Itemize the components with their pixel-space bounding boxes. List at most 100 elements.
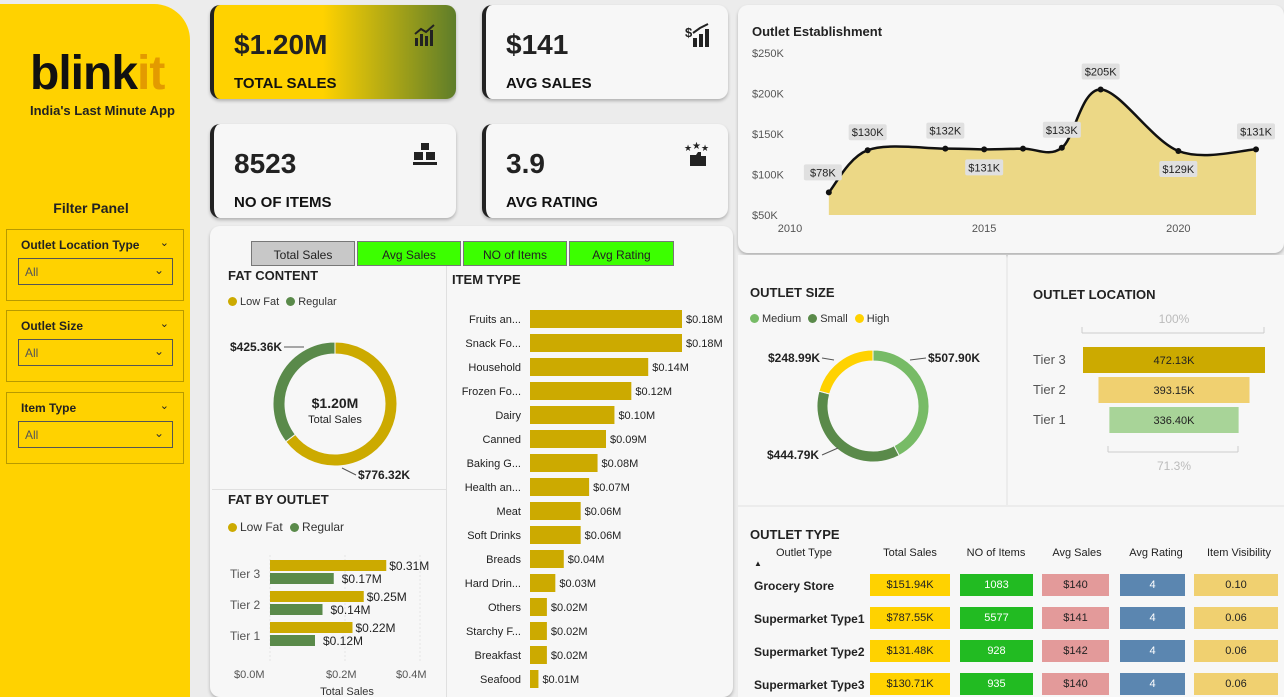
data-point[interactable] bbox=[1253, 146, 1259, 153]
tab-avg-sales[interactable]: Avg Sales bbox=[357, 241, 461, 266]
data-point[interactable] bbox=[942, 145, 949, 152]
outlet-location-select[interactable]: All ⌄ bbox=[18, 258, 173, 285]
table-cell-items: 928 bbox=[960, 640, 1033, 662]
table-cell-total-sales: $787.55K bbox=[870, 607, 950, 629]
item-type-bar[interactable] bbox=[530, 574, 556, 592]
funnel-bar[interactable] bbox=[1098, 377, 1250, 403]
sort-arrow-icon[interactable]: ▲ bbox=[754, 559, 762, 568]
item-type-bar[interactable] bbox=[530, 622, 547, 640]
outlet-type-name: Supermarket Type3 bbox=[754, 678, 865, 692]
column-header[interactable]: Item Visibility bbox=[1207, 547, 1271, 559]
item-type-bar[interactable] bbox=[530, 550, 564, 568]
data-point[interactable] bbox=[981, 146, 988, 153]
data-point[interactable] bbox=[1097, 86, 1104, 93]
item-type-bar[interactable] bbox=[530, 646, 547, 664]
low-fat-bar[interactable] bbox=[270, 560, 387, 571]
chevron-down-icon[interactable]: ⌄ bbox=[159, 237, 169, 249]
item-type-bar[interactable] bbox=[530, 406, 615, 424]
item-type-bar[interactable] bbox=[530, 334, 682, 352]
item-type-bar[interactable] bbox=[530, 502, 581, 520]
table-row[interactable]: Supermarket Type2 $131.48K 928 $142 4 0.06 bbox=[744, 637, 1284, 669]
low-fat-bar[interactable] bbox=[270, 622, 353, 633]
filter-label: Outlet Size bbox=[21, 319, 84, 333]
bar-value-label: $0.06M bbox=[585, 530, 622, 542]
column-header[interactable]: Outlet Type bbox=[775, 547, 833, 559]
column-header[interactable]: Total Sales bbox=[883, 547, 937, 559]
bar-value-label: $0.02M bbox=[551, 602, 588, 614]
outlet-type-name: Supermarket Type2 bbox=[754, 645, 865, 659]
table-cell-items: 935 bbox=[960, 673, 1033, 695]
kpi-value: $1.20M bbox=[234, 29, 328, 60]
panel-divider bbox=[446, 262, 447, 697]
table-row[interactable]: Supermarket Type1 $787.55K 5577 $141 4 0.06 bbox=[744, 604, 1284, 636]
rating-stars-icon: ★ ★ ★ bbox=[684, 142, 709, 166]
item-type-bar[interactable] bbox=[530, 526, 581, 544]
column-header[interactable]: Avg Sales bbox=[1052, 547, 1102, 559]
item-type-label: Snack Fo... bbox=[465, 338, 521, 350]
table-cell-visibility: 0.06 bbox=[1194, 640, 1278, 662]
item-type-label: Breads bbox=[486, 554, 521, 566]
item-type-bar[interactable] bbox=[530, 358, 649, 376]
outlet-location-funnel: 100% 71.3% Tier 3 472.13K Tier 2 393.15K Tie… bbox=[1033, 312, 1265, 473]
item-type-chart: Fruits an... $0.18M Snack Fo... $0.18M House… bbox=[462, 310, 723, 688]
table-cell-total-sales: $131.48K bbox=[870, 640, 950, 662]
funnel-bottom-percent: 71.3% bbox=[1157, 459, 1191, 473]
funnel-value-label: 336.40K bbox=[1154, 415, 1196, 427]
item-type-label: Seafood bbox=[480, 674, 521, 686]
data-point[interactable] bbox=[825, 189, 832, 196]
legend-label: Low Fat bbox=[240, 520, 283, 534]
regular-slice[interactable] bbox=[272, 341, 336, 443]
kpi-value: 3.9 bbox=[506, 148, 545, 179]
high-slice[interactable] bbox=[818, 349, 874, 395]
item-type-bar[interactable] bbox=[530, 598, 547, 616]
item-type-bar[interactable] bbox=[530, 382, 632, 400]
table-cell-visibility: 0.06 bbox=[1194, 673, 1278, 695]
funnel-bar[interactable] bbox=[1083, 347, 1265, 373]
outlet-establishment-title: Outlet Establishment bbox=[752, 24, 883, 39]
tab-total-sales[interactable]: Total Sales bbox=[251, 241, 355, 266]
item-type-bar[interactable] bbox=[530, 478, 590, 496]
table-row[interactable]: Grocery Store $151.94K 1083 $140 4 0.10 bbox=[744, 571, 1284, 603]
data-label: $78K bbox=[810, 167, 836, 179]
tier-label: Tier 2 bbox=[230, 598, 261, 612]
item-type-bar[interactable] bbox=[530, 310, 682, 328]
chevron-down-icon[interactable]: ⌄ bbox=[159, 400, 169, 412]
bar-value-label: $0.22M bbox=[356, 621, 396, 635]
kpi-value: 8523 bbox=[234, 148, 297, 179]
bar-value-label: $0.02M bbox=[551, 650, 588, 662]
regular-bar[interactable] bbox=[270, 573, 334, 584]
fat-by-outlet-legend: Low Fat Regular bbox=[228, 520, 344, 534]
bar-value-label: $0.18M bbox=[686, 314, 723, 326]
bar-value-label: $0.18M bbox=[686, 338, 723, 350]
table-cell-items: 1083 bbox=[960, 574, 1033, 596]
funnel-bar[interactable] bbox=[1109, 407, 1239, 433]
column-header[interactable]: NO of Items bbox=[966, 547, 1026, 559]
regular-bar[interactable] bbox=[270, 635, 315, 646]
low-fat-bar[interactable] bbox=[270, 591, 364, 602]
tab-no-of-items[interactable]: NO of Items bbox=[463, 241, 567, 266]
tab-avg-rating[interactable]: Avg Rating bbox=[569, 241, 674, 266]
outlet-size-panel bbox=[738, 255, 1006, 505]
item-type-bar[interactable] bbox=[530, 430, 606, 448]
bar-chart-icon bbox=[414, 24, 435, 46]
item-type-bar[interactable] bbox=[530, 454, 598, 472]
column-header[interactable]: Avg Rating bbox=[1129, 547, 1183, 559]
data-point[interactable] bbox=[864, 147, 871, 154]
medium-slice[interactable] bbox=[872, 349, 930, 457]
bar-value-label: $0.03M bbox=[559, 578, 596, 590]
outlet-type-name: Grocery Store bbox=[754, 579, 835, 593]
table-cell-rating: 4 bbox=[1120, 607, 1185, 629]
filter-panel-title: Filter Panel bbox=[53, 200, 129, 216]
table-row[interactable]: Supermarket Type3 $130.71K 935 $140 4 0.06 bbox=[744, 670, 1284, 697]
chevron-down-icon[interactable]: ⌄ bbox=[159, 318, 169, 330]
data-point[interactable] bbox=[1175, 148, 1182, 155]
donut-center-value: $1.20M bbox=[312, 395, 359, 411]
regular-bar[interactable] bbox=[270, 604, 323, 615]
item-type-bar[interactable] bbox=[530, 670, 539, 688]
data-point[interactable] bbox=[1058, 144, 1065, 151]
outlet-size-select[interactable]: All ⌄ bbox=[18, 339, 173, 366]
item-type-select[interactable]: All ⌄ bbox=[18, 421, 173, 448]
bar-value-label: $0.12M bbox=[323, 634, 363, 648]
legend-label: Regular bbox=[298, 296, 337, 308]
data-point[interactable] bbox=[1020, 145, 1026, 152]
